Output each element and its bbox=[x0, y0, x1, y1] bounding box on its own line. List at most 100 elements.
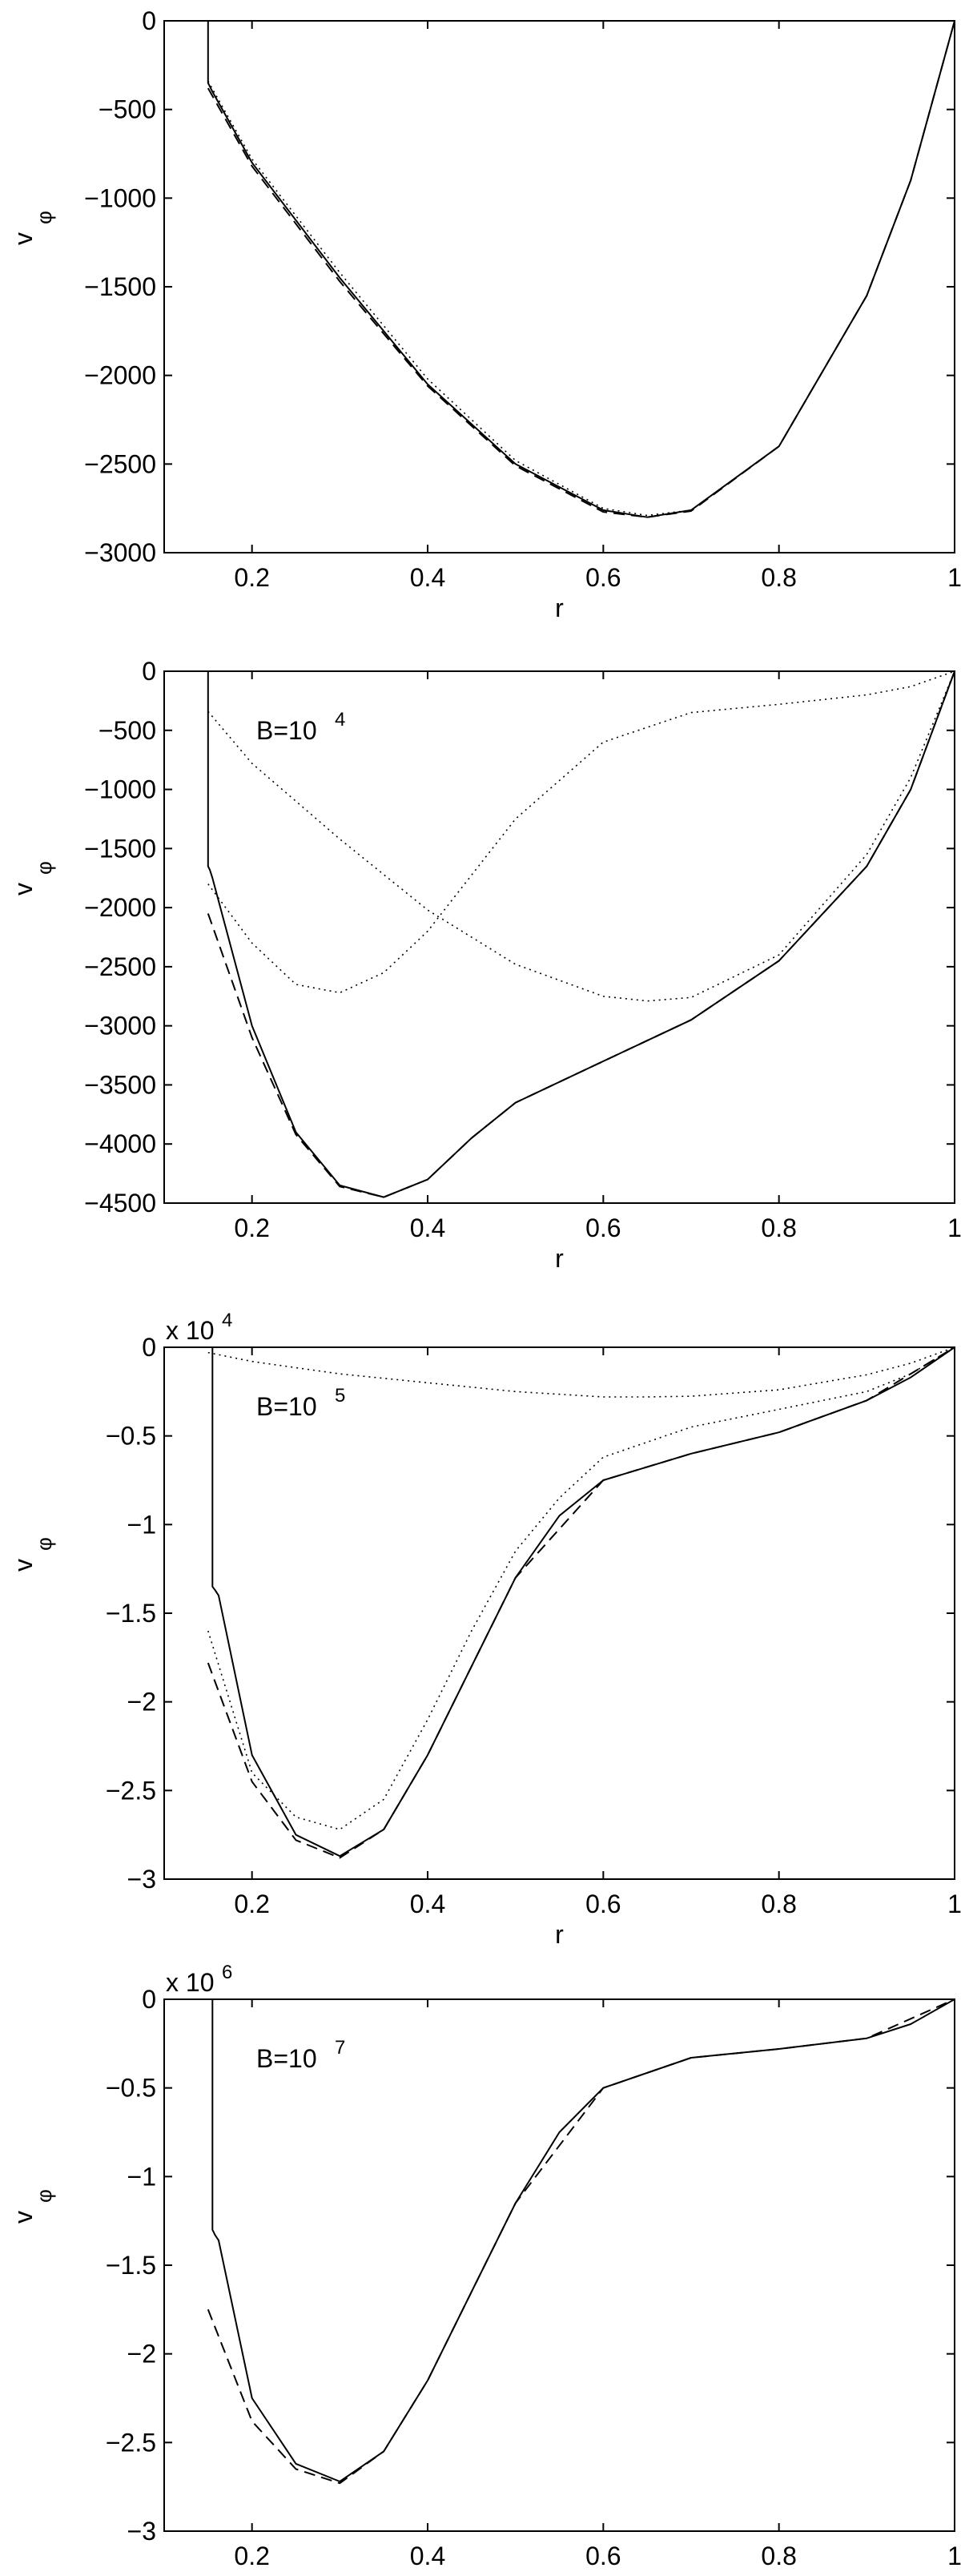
y-axis-label-text: v bbox=[9, 883, 38, 896]
x-tick-label: 1 bbox=[947, 1890, 961, 1918]
y-tick-label: −4500 bbox=[84, 1189, 156, 1218]
chart-panel-2: 0.2 0.4 0.6 0.8 1 0 −500 −1000 −1500 −2000 −2500 −3… bbox=[9, 657, 961, 1273]
y-tick-label: −2500 bbox=[84, 449, 156, 478]
annotation: B=10 bbox=[256, 716, 317, 745]
x-tick-label: 0.8 bbox=[761, 1214, 796, 1242]
y-tick-label: 0 bbox=[142, 1333, 156, 1362]
y-tick-label: −2500 bbox=[84, 952, 156, 981]
chart-panel-3: 0.2 0.4 0.6 0.8 1 0 −0.5 −1 −1.5 −2 −2.5 −3 r vφ x 10 4… bbox=[9, 1310, 961, 1949]
y-tick-label: −3 bbox=[127, 2517, 156, 2546]
y-axis-label-text: v bbox=[9, 1559, 38, 1572]
y-tick-label: −4000 bbox=[84, 1129, 156, 1158]
x-tick-label: 0.6 bbox=[585, 2542, 621, 2570]
annotation-exponent: 7 bbox=[335, 2037, 345, 2059]
series-line-dashed bbox=[207, 21, 955, 518]
annotation: B=10 bbox=[256, 1392, 317, 1421]
series-line-dotted bbox=[207, 1347, 955, 1830]
x-tick-label: 0.4 bbox=[410, 2542, 445, 2570]
y-axis-label-subscript: φ bbox=[32, 861, 56, 875]
annotation-exponent: 4 bbox=[335, 709, 345, 731]
series-line-dashed bbox=[207, 1999, 955, 2485]
y-tick-label: −2000 bbox=[84, 361, 156, 390]
axis-multiplier: x 10 bbox=[166, 1968, 214, 1997]
series-line-solid bbox=[207, 671, 955, 1198]
y-tick-label: 0 bbox=[142, 1985, 156, 2014]
x-tick-label: 0.6 bbox=[585, 1890, 621, 1918]
y-tick-label: −2 bbox=[127, 1688, 156, 1717]
y-tick-label: −3000 bbox=[84, 1012, 156, 1040]
y-tick-label: −2.5 bbox=[106, 2428, 156, 2457]
y-tick-label: −0.5 bbox=[106, 1422, 156, 1451]
x-axis-label: r bbox=[555, 594, 564, 622]
y-tick-label: −1500 bbox=[84, 834, 156, 863]
y-tick-label: −1000 bbox=[84, 183, 156, 212]
y-tick-label: −1.5 bbox=[106, 1599, 156, 1628]
y-tick-label: −0.5 bbox=[106, 2074, 156, 2103]
y-axis-label-subscript: φ bbox=[32, 1537, 56, 1551]
x-tick-label: 0.4 bbox=[410, 1890, 445, 1918]
x-tick-label: 0.8 bbox=[761, 2542, 796, 2570]
axis-multiplier-exponent: 6 bbox=[222, 1962, 232, 1983]
axes-frame bbox=[163, 1346, 955, 1880]
x-tick-label: 0.4 bbox=[410, 1214, 445, 1242]
x-tick-label: 0.2 bbox=[234, 1890, 269, 1918]
y-axis-label: vφ bbox=[9, 211, 56, 245]
x-tick-label: 0.8 bbox=[761, 563, 796, 592]
y-tick-label: −2.5 bbox=[106, 1776, 156, 1805]
annotation: B=10 bbox=[256, 2044, 317, 2073]
axes-frame bbox=[163, 670, 955, 1204]
y-axis-label: vφ bbox=[9, 861, 56, 896]
y-tick-label: −1000 bbox=[84, 775, 156, 804]
x-tick-label: 1 bbox=[947, 1214, 961, 1242]
series-group bbox=[207, 21, 955, 518]
axes-frame bbox=[163, 1998, 955, 2532]
x-tick-label: 0.6 bbox=[585, 563, 621, 592]
series-line-dashed bbox=[207, 1347, 955, 1859]
y-tick-label: −1500 bbox=[84, 272, 156, 301]
x-axis-label: r bbox=[555, 2572, 564, 2576]
series-line-dotted bbox=[207, 1347, 955, 1398]
y-tick-label: 0 bbox=[142, 657, 156, 686]
y-axis-label-subscript: φ bbox=[32, 211, 56, 224]
x-tick-label: 0.4 bbox=[410, 563, 445, 592]
x-tick-label: 0.6 bbox=[585, 1214, 621, 1242]
y-tick-label: −1 bbox=[127, 1510, 156, 1539]
y-tick-label: −2000 bbox=[84, 893, 156, 922]
y-tick-label: 0 bbox=[142, 6, 156, 35]
series-line-dashed bbox=[207, 671, 955, 1198]
series-line-solid bbox=[207, 21, 955, 518]
y-axis-label-text: v bbox=[9, 232, 38, 245]
y-tick-label: −500 bbox=[99, 95, 156, 124]
y-tick-label: −1 bbox=[127, 2162, 156, 2191]
axes-frame bbox=[163, 20, 955, 553]
annotation-exponent: 5 bbox=[335, 1385, 345, 1407]
x-axis-label: r bbox=[555, 1920, 564, 1949]
chart-panel-4: 0.2 0.4 0.6 0.8 1 0 −0.5 −1 −1.5 −2 −2.5 −3 r vφ x 10 6… bbox=[9, 1962, 961, 2576]
series-line-dotted bbox=[207, 21, 955, 517]
x-tick-label: 0.8 bbox=[761, 1890, 796, 1918]
series-line-solid bbox=[211, 1999, 955, 2482]
y-tick-label: −3000 bbox=[84, 538, 156, 567]
series-line-solid bbox=[211, 1347, 955, 1858]
x-tick-label: 0.2 bbox=[234, 2542, 269, 2570]
y-axis-label-text: v bbox=[9, 2211, 38, 2224]
y-axis-label-subscript: φ bbox=[32, 2189, 56, 2203]
axis-multiplier-exponent: 4 bbox=[222, 1310, 232, 1331]
y-tick-label: −2 bbox=[127, 2340, 156, 2369]
x-tick-label: 0.2 bbox=[234, 563, 269, 592]
y-tick-label: −3500 bbox=[84, 1070, 156, 1099]
x-tick-label: 1 bbox=[947, 2542, 961, 2570]
axis-multiplier: x 10 bbox=[166, 1316, 214, 1345]
y-axis-label: vφ bbox=[9, 2189, 56, 2224]
y-tick-label: −500 bbox=[99, 716, 156, 745]
series-group bbox=[207, 1999, 955, 2485]
x-tick-label: 0.2 bbox=[234, 1214, 269, 1242]
series-line-dotted bbox=[207, 671, 955, 994]
series-group bbox=[207, 1347, 955, 1859]
x-tick-label: 1 bbox=[947, 563, 961, 592]
series-group bbox=[207, 671, 955, 1198]
y-tick-label: −3 bbox=[127, 1865, 156, 1894]
y-axis-label: vφ bbox=[9, 1537, 56, 1572]
chart-panel-1: 0.2 0.4 0.6 0.8 1 0 −500 −1000 −1500 −2000 −2500 −3… bbox=[9, 6, 961, 622]
